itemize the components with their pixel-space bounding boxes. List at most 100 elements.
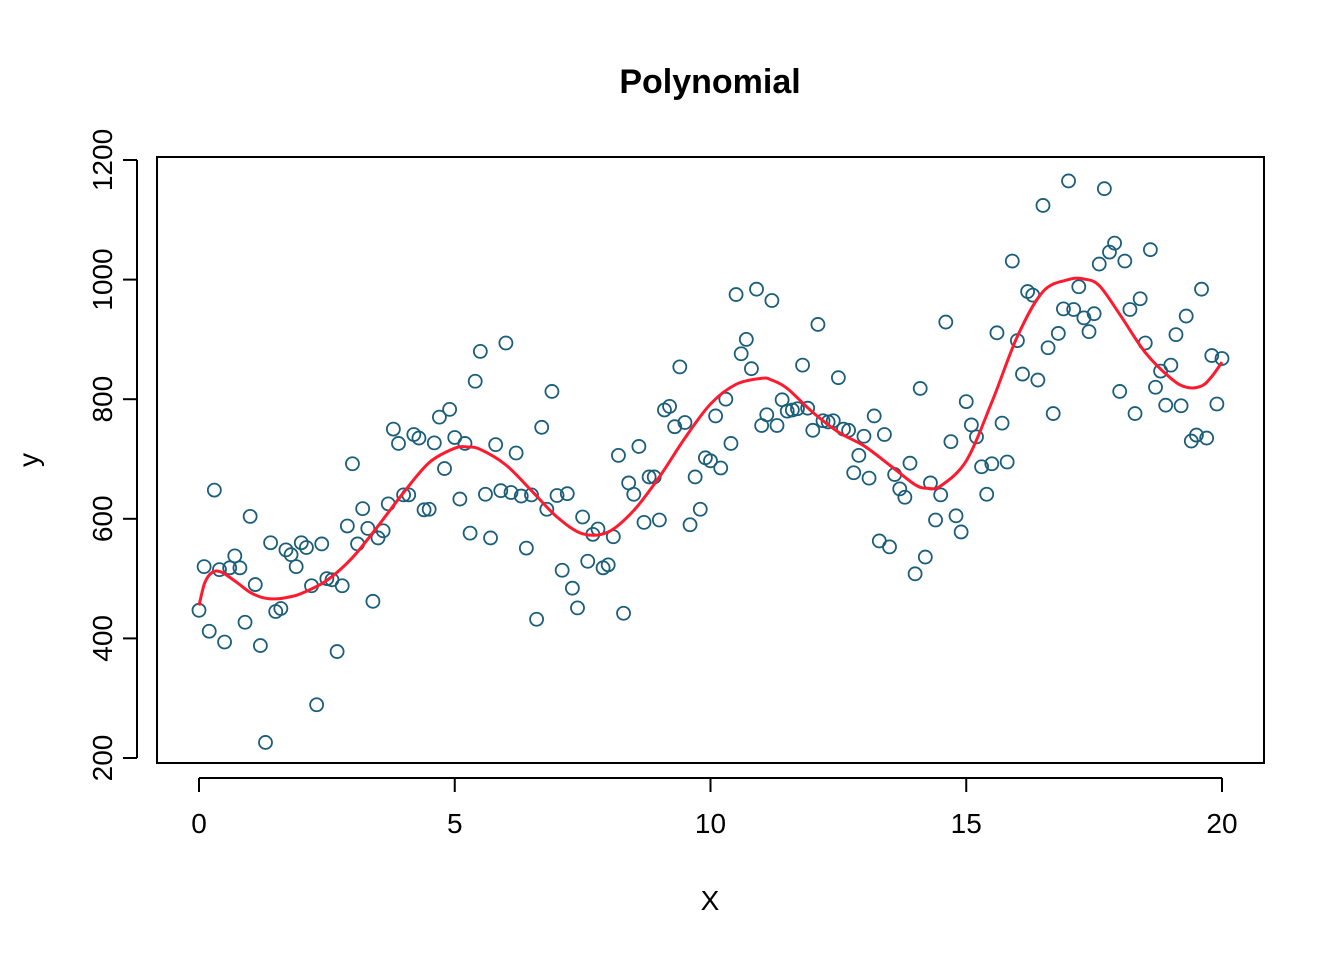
data-point: [1142, 242, 1158, 258]
data-point: [851, 448, 867, 463]
data-point: [994, 415, 1010, 431]
data-point: [191, 602, 207, 618]
data-point: [396, 487, 412, 503]
x-axis-label: X: [701, 885, 720, 916]
data-point: [790, 401, 805, 417]
data-point: [508, 445, 524, 461]
data-point: [452, 491, 468, 507]
data-point: [662, 398, 677, 414]
data-point: [1071, 279, 1087, 295]
data-point: [616, 605, 631, 621]
data-point: [278, 542, 294, 558]
data-point: [651, 512, 667, 528]
data-point: [800, 400, 816, 416]
data-point: [1045, 406, 1061, 421]
data-point: [493, 483, 509, 499]
data-point: [258, 735, 273, 750]
data-point: [1122, 302, 1138, 317]
data-point: [288, 559, 304, 575]
y-tick-label: 1000: [87, 248, 118, 310]
data-point: [744, 361, 759, 377]
x-tick-label: 5: [447, 808, 463, 839]
data-point: [856, 428, 872, 444]
x-tick-label: 0: [191, 808, 207, 839]
data-point: [953, 524, 969, 540]
data-point: [749, 281, 764, 297]
data-point: [309, 697, 325, 713]
data-point: [227, 548, 243, 564]
data-point: [897, 489, 913, 505]
x-tick-label: 10: [695, 808, 726, 839]
data-point: [252, 638, 268, 653]
data-point: [948, 508, 964, 524]
data-point: [846, 465, 862, 481]
data-point: [677, 415, 693, 430]
data-point: [718, 391, 734, 407]
data-point: [467, 373, 483, 389]
data-point: [682, 517, 698, 533]
data-point: [247, 577, 263, 592]
data-point: [293, 535, 309, 551]
data-point: [810, 317, 826, 332]
data-point: [1168, 327, 1184, 343]
data-point: [1015, 366, 1030, 382]
data-point: [544, 384, 560, 399]
data-point: [457, 436, 473, 451]
data-point: [600, 557, 616, 573]
data-point: [1004, 253, 1020, 269]
data-point: [764, 293, 780, 308]
data-point: [518, 540, 534, 556]
data-point: [442, 401, 458, 417]
y-tick-label: 800: [87, 376, 118, 423]
data-point: [687, 469, 703, 485]
chart-title: Polynomial: [619, 63, 800, 101]
data-points: [191, 173, 1230, 750]
y-tick-label: 200: [87, 735, 118, 782]
data-point: [703, 453, 718, 469]
data-point: [564, 580, 580, 596]
data-point: [943, 434, 959, 450]
data-point: [830, 370, 846, 386]
data-point: [329, 644, 345, 659]
data-point: [989, 325, 1005, 341]
data-point: [1178, 308, 1194, 324]
data-point: [483, 530, 498, 546]
data-point: [355, 501, 371, 517]
data-point: [1066, 302, 1082, 317]
data-point: [1112, 384, 1128, 399]
data-point: [437, 461, 452, 476]
data-point: [984, 456, 1000, 472]
data-point: [1204, 348, 1220, 363]
data-point: [1107, 235, 1122, 251]
data-point: [938, 314, 954, 330]
data-point: [902, 455, 918, 471]
data-point: [1194, 281, 1209, 297]
polynomial-fit-line: [197, 276, 1224, 606]
data-point: [478, 486, 493, 502]
data-point: [432, 409, 447, 425]
data-point: [462, 525, 478, 541]
data-point: [554, 562, 570, 578]
data-point: [1214, 351, 1230, 366]
data-point: [513, 488, 529, 504]
data-point: [1148, 379, 1163, 395]
data-point: [1199, 430, 1215, 446]
data-point: [1081, 324, 1097, 340]
data-point: [299, 540, 314, 555]
data-point: [641, 469, 657, 485]
data-point: [907, 566, 923, 582]
data-point: [314, 536, 330, 552]
data-point: [488, 437, 504, 453]
data-point: [217, 634, 232, 650]
data-point: [626, 486, 642, 502]
data-point: [503, 485, 519, 500]
data-point: [411, 430, 427, 446]
data-point: [769, 418, 785, 433]
data-point: [1040, 340, 1056, 356]
data-point: [877, 427, 892, 442]
data-point: [237, 614, 253, 630]
data-point: [1209, 396, 1225, 412]
data-point: [524, 487, 539, 503]
data-point: [1050, 326, 1066, 341]
